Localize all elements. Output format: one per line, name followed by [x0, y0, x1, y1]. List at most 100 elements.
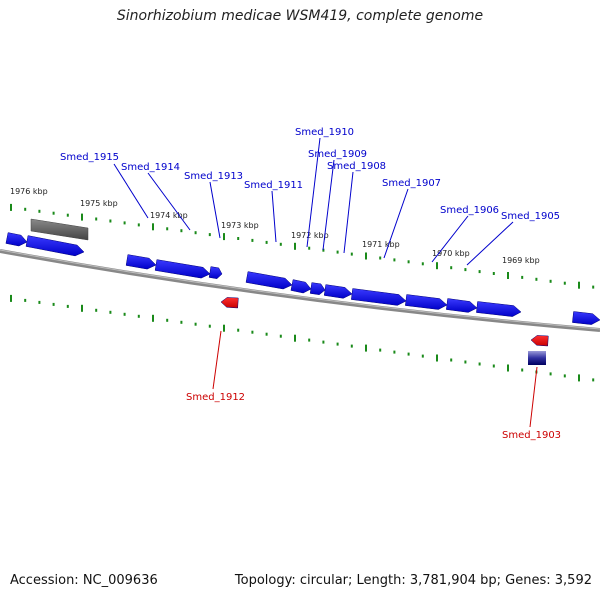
tick-mark	[507, 272, 509, 279]
tick-mark	[194, 322, 197, 326]
tick-mark	[265, 332, 268, 336]
tick-mark	[365, 344, 367, 352]
gene-label-smed_1909[interactable]: Smed_1909	[308, 149, 367, 160]
tick-mark	[10, 294, 12, 302]
map-title: Sinorhizobium medicae WSM419, complete g…	[116, 8, 484, 24]
tick-mark	[294, 334, 296, 342]
gene-label-smed_1914[interactable]: Smed_1914	[121, 162, 180, 173]
tick-mark	[379, 348, 382, 352]
tick-mark	[180, 320, 183, 324]
gene-label-smed_1912[interactable]: Smed_1912	[186, 392, 245, 403]
forward-gene-arrow	[572, 311, 600, 325]
tick-label: 1973 kbp	[221, 221, 259, 230]
tick-mark	[521, 368, 524, 372]
tick-mark	[549, 372, 552, 376]
forward-gene-arrow	[125, 254, 157, 270]
tick-mark	[95, 308, 98, 312]
gene-label-smed_1905[interactable]: Smed_1905	[501, 211, 560, 222]
tick-mark	[492, 272, 495, 275]
tick-label: 1976 kbp	[10, 187, 48, 196]
tick-mark	[38, 209, 41, 213]
tick-mark	[137, 223, 140, 227]
tick-mark	[379, 256, 382, 260]
tick-mark	[308, 246, 311, 250]
tick-mark	[294, 242, 296, 250]
reverse-feature-block	[528, 351, 546, 365]
gene-label-smed_1911[interactable]: Smed_1911	[244, 180, 303, 191]
tick-label: 1975 kbp	[80, 199, 118, 208]
tick-mark	[563, 374, 566, 378]
tick-mark	[322, 248, 325, 252]
tick-label: 1970 kbp	[432, 249, 470, 258]
tick-mark	[66, 304, 69, 308]
tick-label: 1972 kbp	[291, 231, 329, 240]
label-leader-lines	[113, 137, 538, 428]
tick-mark	[137, 314, 140, 318]
tick-mark	[450, 358, 453, 362]
tick-mark	[237, 328, 240, 332]
gene-label-smed_1906[interactable]: Smed_1906	[440, 205, 499, 216]
tick-mark	[365, 252, 367, 260]
tick-mark	[251, 330, 254, 334]
tick-mark	[421, 262, 424, 266]
tick-mark	[436, 262, 438, 270]
label-leader	[113, 163, 149, 219]
forward-gene-arrow	[5, 232, 28, 247]
tick-mark	[322, 340, 325, 344]
tick-mark	[38, 300, 41, 304]
gene-label-smed_1913[interactable]: Smed_1913	[184, 171, 243, 182]
forward-gene-arrow	[245, 271, 293, 290]
label-leader	[271, 190, 277, 243]
gene-label-smed_1903[interactable]: Smed_1903	[502, 430, 561, 441]
tick-mark	[592, 378, 595, 382]
label-leader	[306, 137, 321, 248]
tick-mark	[336, 342, 339, 346]
label-leader	[431, 215, 469, 263]
label-leader	[529, 366, 538, 428]
gene-label-smed_1915[interactable]: Smed_1915	[60, 152, 119, 163]
tick-mark	[450, 266, 453, 270]
tick-mark	[265, 240, 268, 244]
tick-mark	[350, 344, 353, 348]
label-leader	[209, 181, 221, 239]
tick-mark	[279, 242, 282, 246]
tick-mark	[308, 338, 311, 342]
tick-mark	[578, 281, 580, 289]
label-leader	[466, 221, 514, 266]
tick-mark	[521, 275, 524, 279]
label-leader	[212, 330, 222, 390]
tick-labels: 1976 kbp 1975 kbp 1974 kbp 1973 kbp 1972 kbp…	[10, 187, 540, 265]
tick-mark	[123, 221, 126, 225]
tick-mark	[350, 252, 353, 256]
forward-gene-arrow	[309, 282, 326, 295]
gene-label-smed_1908[interactable]: Smed_1908	[327, 161, 386, 172]
tick-mark	[152, 223, 154, 231]
forward-gene-arrow	[351, 288, 407, 306]
tick-mark	[194, 231, 197, 235]
reverse-gene-arrow	[530, 335, 549, 347]
label-leader	[147, 172, 191, 231]
tick-mark	[10, 203, 12, 211]
tick-mark	[336, 250, 339, 254]
tick-mark	[81, 304, 83, 312]
tick-mark	[95, 217, 98, 221]
forward-gene-arrow	[476, 301, 522, 317]
tick-mark	[492, 364, 495, 368]
gene-label-smed_1910[interactable]: Smed_1910	[295, 127, 354, 138]
tick-mark	[578, 374, 580, 382]
gene-label-smed_1907[interactable]: Smed_1907	[382, 178, 441, 189]
tick-row-lower	[10, 294, 595, 382]
forward-gene-arrow	[208, 266, 223, 279]
tick-mark	[166, 318, 169, 322]
tick-mark	[109, 219, 112, 223]
tick-mark	[208, 324, 211, 328]
tick-mark	[52, 302, 55, 306]
tick-label: 1974 kbp	[150, 211, 188, 220]
tick-mark	[478, 270, 481, 274]
tick-mark	[478, 362, 481, 366]
tick-mark	[535, 277, 538, 281]
tick-mark	[180, 229, 183, 233]
tick-mark	[563, 281, 566, 285]
